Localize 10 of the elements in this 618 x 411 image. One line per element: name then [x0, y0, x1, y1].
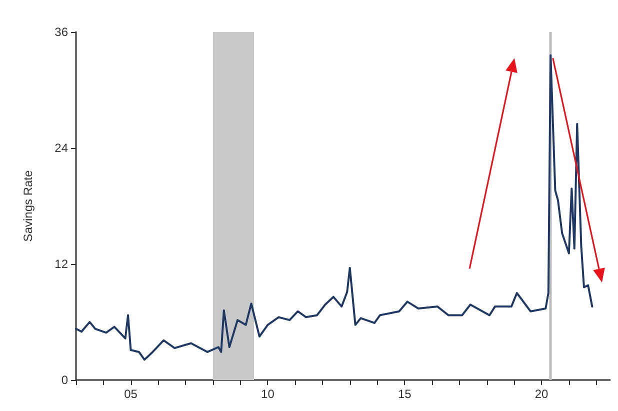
x-tick-label: 10	[261, 387, 275, 401]
y-tick-label: 24	[54, 141, 68, 155]
line-series	[75, 54, 594, 361]
x-tick-label: 15	[398, 387, 412, 401]
y-tick-label: 36	[54, 25, 68, 39]
y-axis-title: Savings Rate	[21, 170, 35, 242]
x-tick-label: 05	[124, 387, 138, 401]
y-tick-label: 12	[54, 257, 68, 271]
y-tick-label: 0	[61, 373, 68, 387]
x-tick-label: 20	[534, 387, 549, 401]
